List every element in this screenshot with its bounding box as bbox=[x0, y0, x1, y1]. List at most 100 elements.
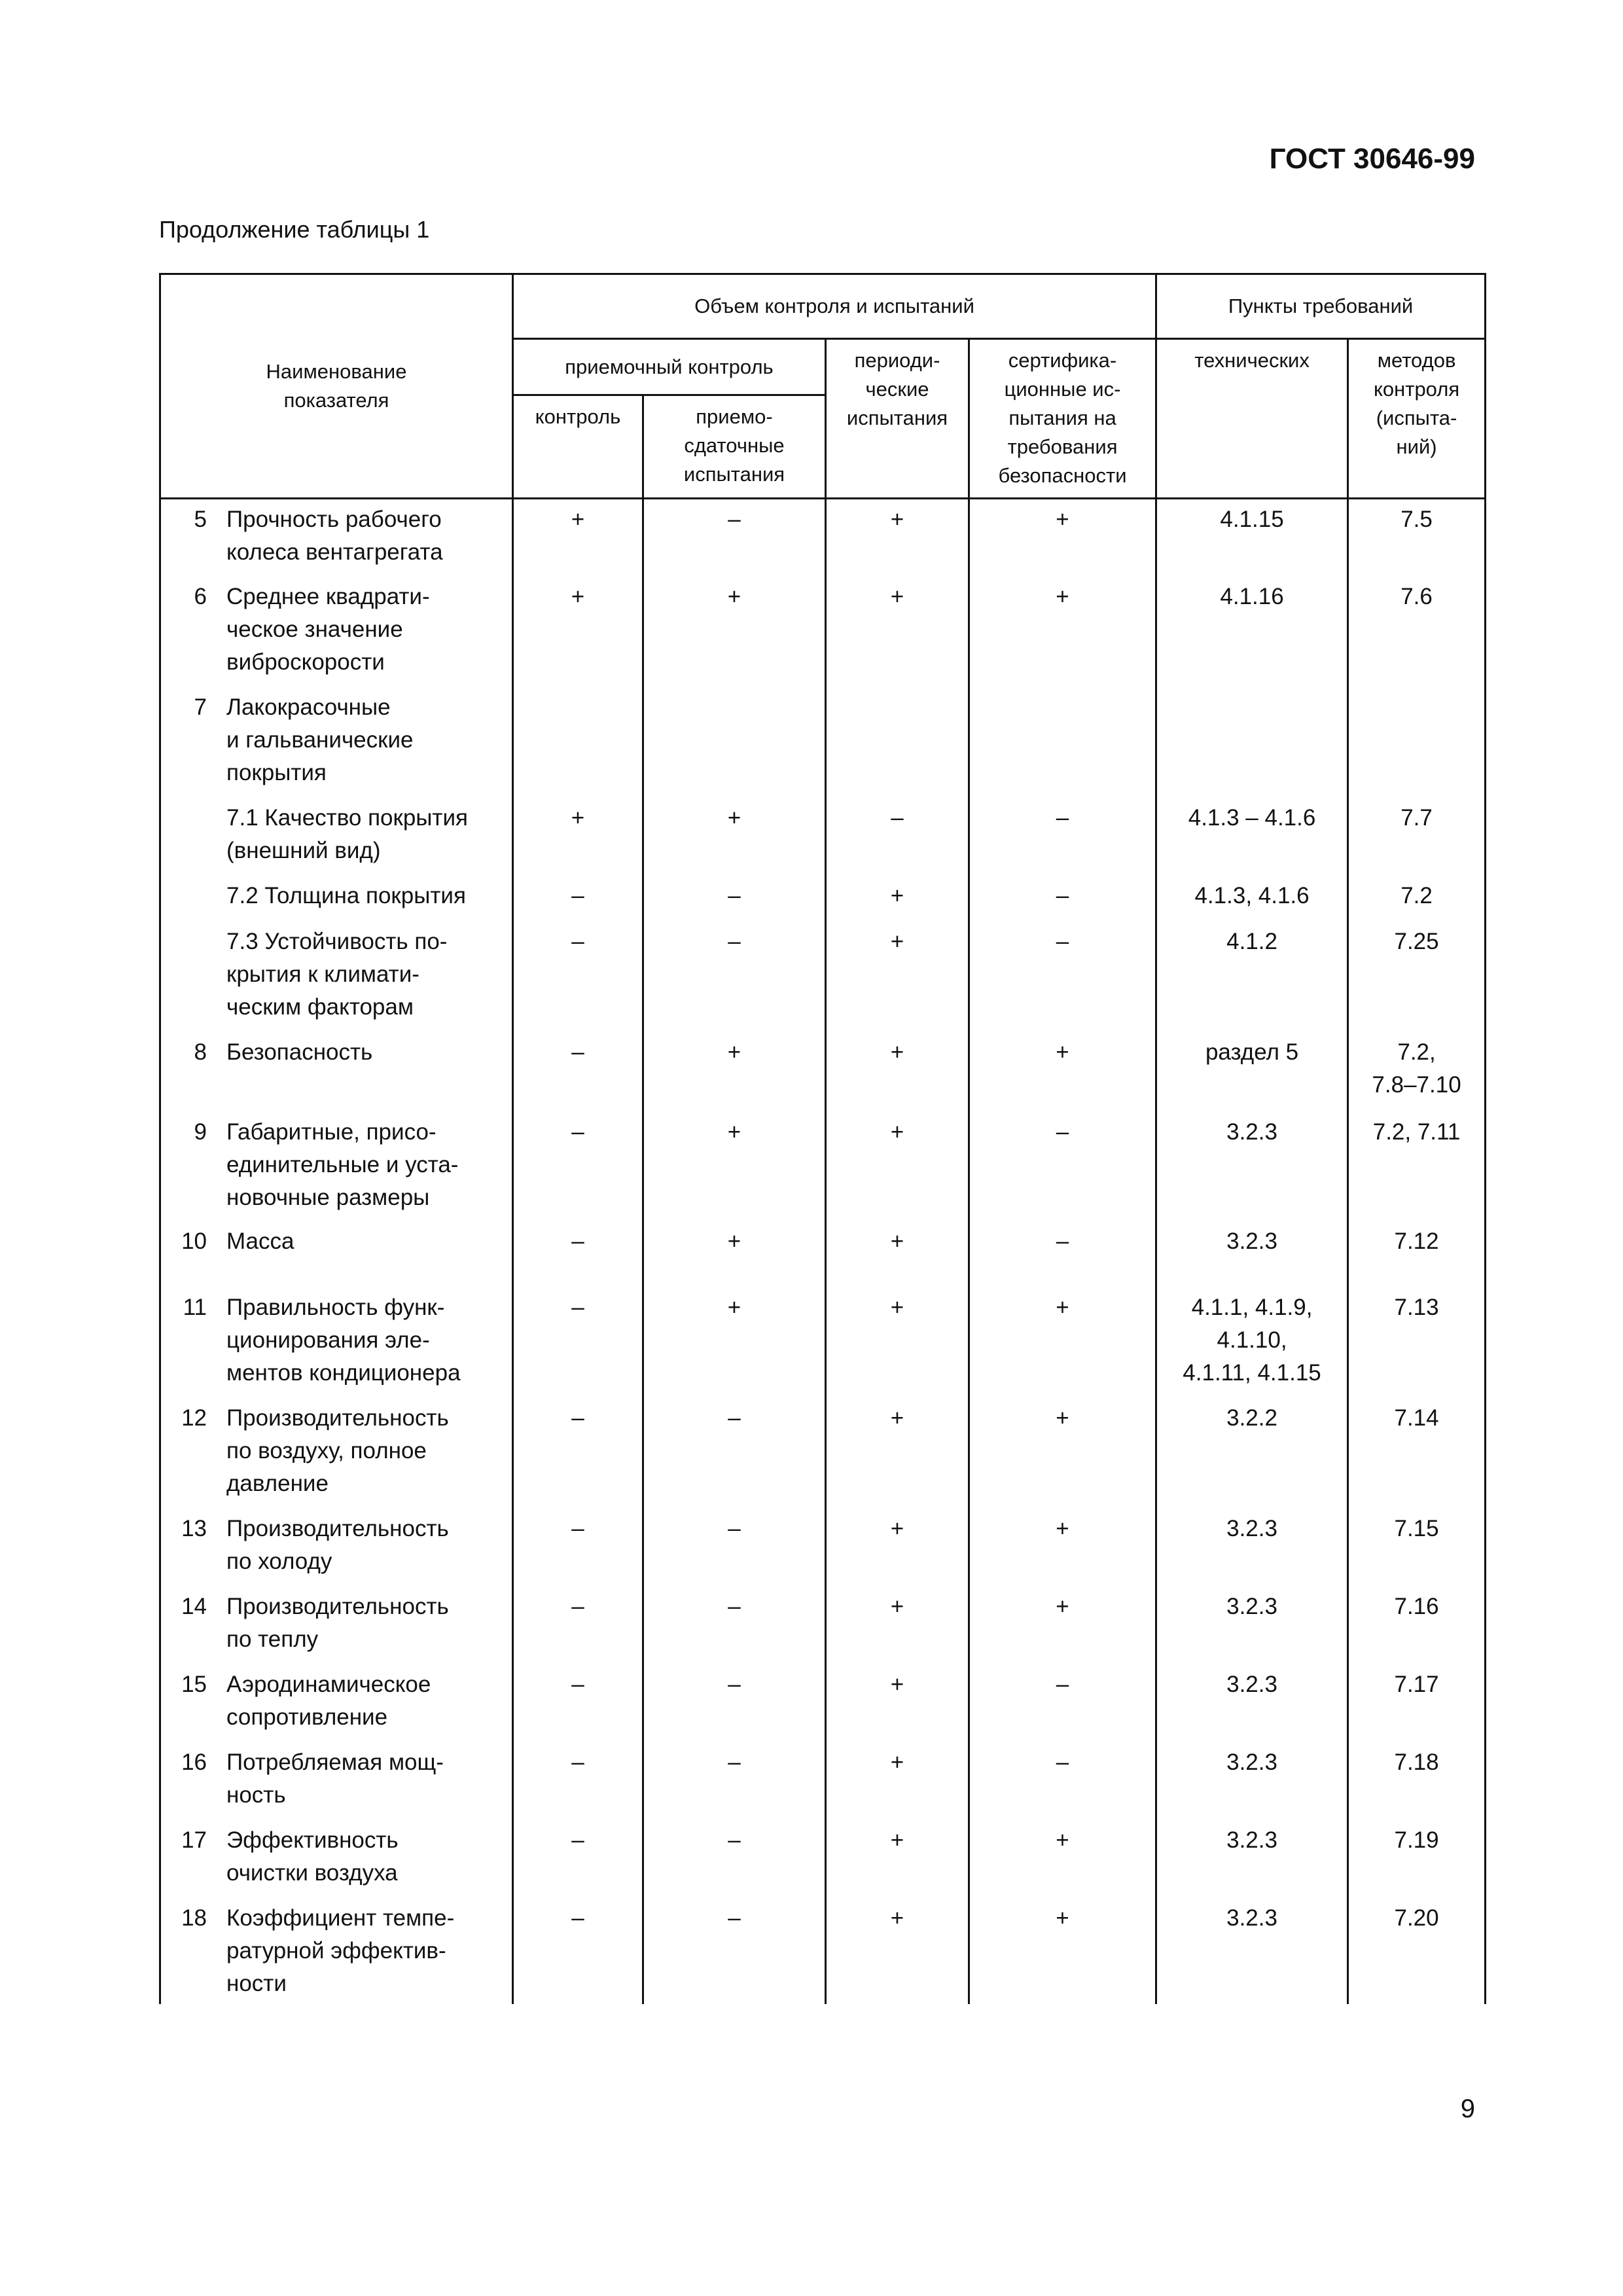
cell-technical: 4.1.1, 4.1.9, 4.1.10, 4.1.11, 4.1.15 bbox=[1155, 1287, 1349, 1398]
cell-periodic: + bbox=[825, 1031, 970, 1112]
cell-methods: 7.16 bbox=[1347, 1586, 1487, 1664]
cell-delivery: + bbox=[642, 1287, 827, 1398]
cell-name: 11 Правильность функ- ционирования эле- м… bbox=[159, 1287, 514, 1398]
cell-technical bbox=[1155, 687, 1349, 798]
cell-certification: – bbox=[967, 797, 1158, 876]
cell-name: 7.2 Толщина покрытия bbox=[159, 875, 514, 922]
cell-certification: + bbox=[967, 1586, 1158, 1664]
table-row: 6 Среднее квадрати- ческое значение вибро… bbox=[159, 576, 1487, 687]
cell-name: 14 Производительность по теплу bbox=[159, 1586, 514, 1664]
cell-name: 13 Производительность по холоду bbox=[159, 1508, 514, 1587]
table-row: 12 Производительность по воздуху, полное … bbox=[159, 1397, 1487, 1509]
cell-periodic: + bbox=[825, 1742, 970, 1820]
cell-periodic: – bbox=[825, 797, 970, 876]
cell-delivery: – bbox=[642, 1508, 827, 1587]
row-number bbox=[161, 802, 226, 867]
cell-control: – bbox=[512, 1111, 644, 1221]
cell-technical: 3.2.3 bbox=[1155, 1820, 1349, 1898]
cell-name: 7.1 Качество покрытия (внешний вид) bbox=[159, 797, 514, 876]
cell-control: – bbox=[512, 1221, 644, 1287]
cell-name: 15 Аэродинамическое сопротивление bbox=[159, 1664, 514, 1742]
cell-name: 6 Среднее квадрати- ческое значение вибро… bbox=[159, 576, 514, 687]
cell-periodic: + bbox=[825, 1287, 970, 1398]
cell-name: 12 Производительность по воздуху, полное … bbox=[159, 1397, 514, 1509]
cell-certification: – bbox=[967, 921, 1158, 1032]
indicator-name: Масса bbox=[226, 1228, 294, 1254]
cell-periodic: + bbox=[825, 1820, 970, 1898]
cell-technical: 4.1.15 bbox=[1155, 498, 1349, 577]
cell-technical: 3.2.3 bbox=[1155, 1664, 1349, 1742]
indicator-name: Лакокрасочные и гальванические покрытия bbox=[226, 694, 414, 785]
page-number: 9 bbox=[1460, 2094, 1475, 2123]
table-row: 16 Потребляемая мощ- ность – – + –3.2.3 7.18 bbox=[159, 1742, 1487, 1820]
cell-name: 5 Прочность рабочего колеса вентагрегата bbox=[159, 498, 514, 577]
cell-control: – bbox=[512, 1287, 644, 1398]
cell-technical: 3.2.3 bbox=[1155, 1897, 1349, 2004]
cell-delivery: + bbox=[642, 576, 827, 687]
cell-technical: 3.2.3 bbox=[1155, 1221, 1349, 1287]
header-control: контроль bbox=[512, 394, 644, 499]
cell-control: – bbox=[512, 1031, 644, 1112]
cell-periodic: + bbox=[825, 1111, 970, 1221]
header-certification: сертифика- ционные ис- пытания на требов… bbox=[967, 338, 1158, 499]
header-scope: Объем контроля и испытаний bbox=[511, 273, 1158, 340]
table-row: 8 Безопасность – + + + раздел 5 7.2, 7.8–7.10 bbox=[159, 1031, 1487, 1112]
cell-methods: 7.12 bbox=[1347, 1221, 1487, 1287]
row-number: 10 bbox=[181, 1228, 207, 1254]
cell-certification: + bbox=[967, 1287, 1158, 1398]
table-row: 11 Правильность функ- ционирования эле- м… bbox=[159, 1287, 1487, 1398]
cell-name: 8 Безопасность bbox=[159, 1031, 514, 1112]
header-clauses: Пункты требований bbox=[1155, 273, 1487, 340]
cell-certification: – bbox=[967, 1221, 1158, 1287]
indicator-name: Прочность рабочего колеса вентагрегата bbox=[226, 507, 443, 565]
cell-delivery: + bbox=[642, 1111, 827, 1221]
cell-technical: 4.1.2 bbox=[1155, 921, 1349, 1032]
cell-technical: 3.2.3 bbox=[1155, 1508, 1349, 1587]
cell-technical: 3.2.2 bbox=[1155, 1397, 1349, 1509]
table-row: 7.1 Качество покрытия (внешний вид) + + – –4… bbox=[159, 797, 1487, 876]
row-number: 15 bbox=[181, 1671, 207, 1697]
cell-name: 10 Масса bbox=[159, 1221, 514, 1287]
cell-periodic: + bbox=[825, 498, 970, 577]
cell-methods: 7.2 bbox=[1347, 875, 1487, 922]
cell-name: 7.3 Устойчивость по- крытия к климати- ч… bbox=[159, 921, 514, 1032]
table-row: 7.3 Устойчивость по- крытия к климати- ч… bbox=[159, 921, 1487, 1032]
indicator-name: 7.1 Качество покрытия (внешний вид) bbox=[226, 804, 468, 863]
cell-name: 9 Габаритные, присо- единительные и уста-… bbox=[159, 1111, 514, 1221]
indicator-name: Эффективность очистки воздуха bbox=[226, 1827, 399, 1886]
cell-delivery: + bbox=[642, 797, 827, 876]
table-row: 7.2 Толщина покрытия – – + –4.1.3, 4.1.6 7.2 bbox=[159, 875, 1487, 922]
row-number: 13 bbox=[181, 1515, 207, 1541]
header-technical: технических bbox=[1155, 338, 1349, 499]
cell-delivery: – bbox=[642, 921, 827, 1032]
cell-periodic: + bbox=[825, 1397, 970, 1509]
cell-certification: – bbox=[967, 1742, 1158, 1820]
cell-control: – bbox=[512, 1397, 644, 1509]
cell-technical: 3.2.3 bbox=[1155, 1111, 1349, 1221]
cell-methods: 7.19 bbox=[1347, 1820, 1487, 1898]
indicator-name: Производительность по воздуху, полное да… bbox=[226, 1405, 449, 1496]
cell-certification: + bbox=[967, 498, 1158, 577]
cell-methods: 7.15 bbox=[1347, 1508, 1487, 1587]
header-methods: методов контроля (испыта- ний) bbox=[1347, 338, 1487, 499]
cell-control: – bbox=[512, 1820, 644, 1898]
indicator-name: 7.3 Устойчивость по- крытия к климати- ч… bbox=[226, 928, 448, 1020]
table-row: 17 Эффективность очистки воздуха – – + +3.2.3… bbox=[159, 1820, 1487, 1898]
cell-methods: 7.2, 7.11 bbox=[1347, 1111, 1487, 1221]
cell-technical: 4.1.3, 4.1.6 bbox=[1155, 875, 1349, 922]
table-row: 18 Коэффициент темпе- ратурной эффектив- … bbox=[159, 1897, 1487, 2004]
cell-methods: 7.18 bbox=[1347, 1742, 1487, 1820]
indicator-name: Аэродинамическое сопротивление bbox=[226, 1671, 431, 1730]
cell-methods: 7.7 bbox=[1347, 797, 1487, 876]
cell-control: – bbox=[512, 1742, 644, 1820]
cell-delivery: + bbox=[642, 1031, 827, 1112]
cell-delivery: – bbox=[642, 1664, 827, 1742]
row-number: 7 bbox=[194, 694, 207, 720]
cell-periodic: + bbox=[825, 1664, 970, 1742]
row-number: 9 bbox=[194, 1119, 207, 1145]
indicator-name: Производительность по холоду bbox=[226, 1515, 449, 1574]
table-row: 10 Масса – + + –3.2.3 7.12 bbox=[159, 1221, 1487, 1287]
cell-certification bbox=[967, 687, 1158, 798]
cell-certification: + bbox=[967, 1508, 1158, 1587]
cell-control: + bbox=[512, 498, 644, 577]
